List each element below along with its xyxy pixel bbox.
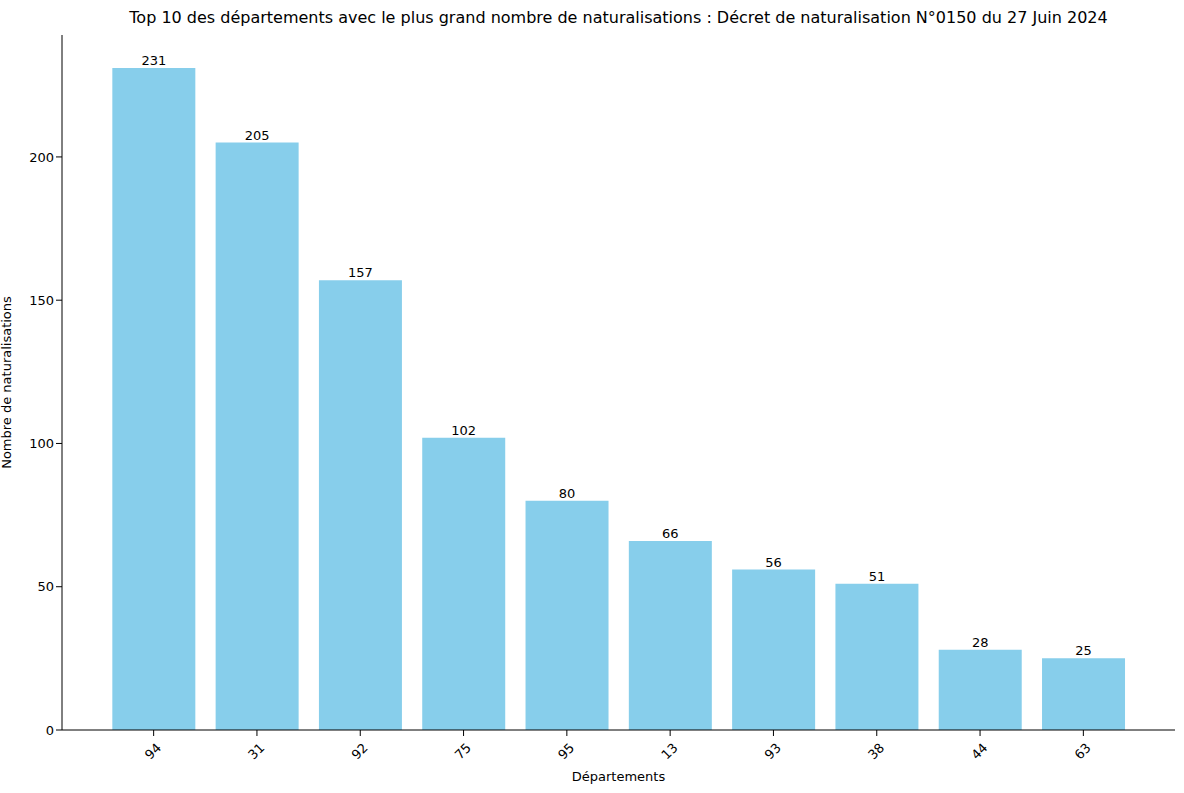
svg-text:93: 93 bbox=[762, 740, 784, 762]
svg-text:Nombre de naturalisations: Nombre de naturalisations bbox=[8, 296, 14, 469]
svg-text:51: 51 bbox=[869, 569, 886, 584]
svg-text:66: 66 bbox=[662, 526, 679, 541]
svg-text:50: 50 bbox=[37, 579, 54, 594]
svg-text:92: 92 bbox=[348, 740, 370, 762]
svg-text:13: 13 bbox=[658, 740, 680, 762]
svg-text:31: 31 bbox=[245, 740, 267, 762]
svg-text:100: 100 bbox=[29, 436, 54, 451]
svg-text:25: 25 bbox=[1075, 643, 1092, 658]
svg-text:205: 205 bbox=[245, 128, 270, 143]
svg-text:150: 150 bbox=[29, 293, 54, 308]
svg-text:44: 44 bbox=[968, 740, 990, 762]
svg-text:95: 95 bbox=[555, 740, 577, 762]
svg-text:157: 157 bbox=[348, 265, 373, 280]
svg-text:231: 231 bbox=[141, 53, 166, 68]
svg-text:63: 63 bbox=[1071, 740, 1093, 762]
svg-text:38: 38 bbox=[865, 740, 887, 762]
svg-text:102: 102 bbox=[451, 423, 476, 438]
svg-text:75: 75 bbox=[452, 740, 474, 762]
svg-text:200: 200 bbox=[29, 150, 54, 165]
svg-text:56: 56 bbox=[765, 555, 782, 570]
html-text:Top 10 des départements avec l: Top 10 des départements avec le plus gra… bbox=[129, 8, 1108, 27]
svg-text:94: 94 bbox=[142, 740, 164, 762]
svg-text:0: 0 bbox=[46, 723, 54, 738]
svg-text:28: 28 bbox=[972, 635, 989, 650]
svg-text:80: 80 bbox=[559, 486, 576, 501]
svg-text:Départements: Départements bbox=[572, 769, 666, 784]
